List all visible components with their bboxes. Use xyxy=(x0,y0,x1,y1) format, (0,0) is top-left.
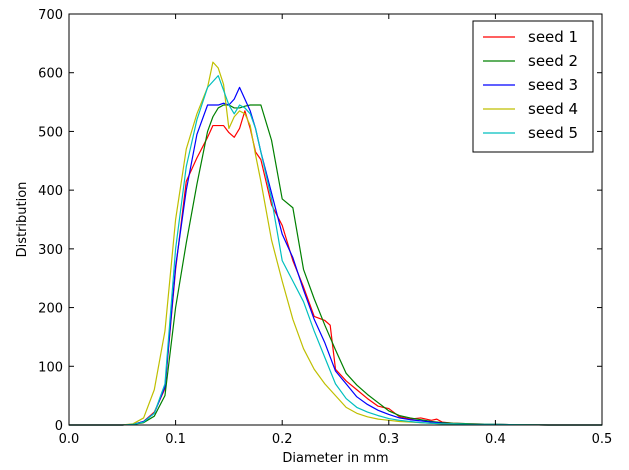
y-tick-label: 500 xyxy=(38,125,63,140)
legend-label-5: seed 5 xyxy=(528,124,578,142)
x-tick-label: 0.4 xyxy=(485,432,506,447)
x-tick-label: 0.3 xyxy=(378,432,399,447)
y-tick-label: 200 xyxy=(38,302,63,317)
x-tick-label: 0.5 xyxy=(592,432,613,447)
y-tick-label: 0 xyxy=(55,419,63,434)
legend-box xyxy=(472,20,594,153)
series-line-2 xyxy=(69,104,602,426)
legend-label-1: seed 1 xyxy=(528,28,578,46)
x-tick-label: 0.2 xyxy=(272,432,293,447)
series-line-1 xyxy=(69,110,602,426)
x-tick-label: 0.1 xyxy=(165,432,186,447)
series-line-5 xyxy=(69,75,602,426)
legend-label-2: seed 2 xyxy=(528,52,578,70)
y-tick-label: 100 xyxy=(38,360,63,375)
series-lines xyxy=(69,61,602,426)
axis-ticks: 0.0 0.1 0.2 0.3 0.4 0.5 0 100 200 300 400 500 600 700 xyxy=(38,8,612,447)
x-axis-label: Diameter in mm xyxy=(282,451,388,466)
y-tick-label: 600 xyxy=(38,67,63,82)
legend-items: seed 1 seed 2 seed 3 seed 4 seed 5 xyxy=(483,28,578,142)
legend: seed 1 seed 2 seed 3 seed 4 seed 5 xyxy=(472,20,594,153)
y-tick-label: 400 xyxy=(38,184,63,199)
plot-frame xyxy=(68,13,603,426)
legend-label-4: seed 4 xyxy=(528,100,578,118)
y-tick-label: 300 xyxy=(38,243,63,258)
series-line-3 xyxy=(69,86,602,426)
y-axis-label: Distribution xyxy=(15,182,30,258)
y-tick-label: 700 xyxy=(38,8,63,23)
x-tick-label: 0.0 xyxy=(59,432,80,447)
legend-label-3: seed 3 xyxy=(528,76,578,94)
